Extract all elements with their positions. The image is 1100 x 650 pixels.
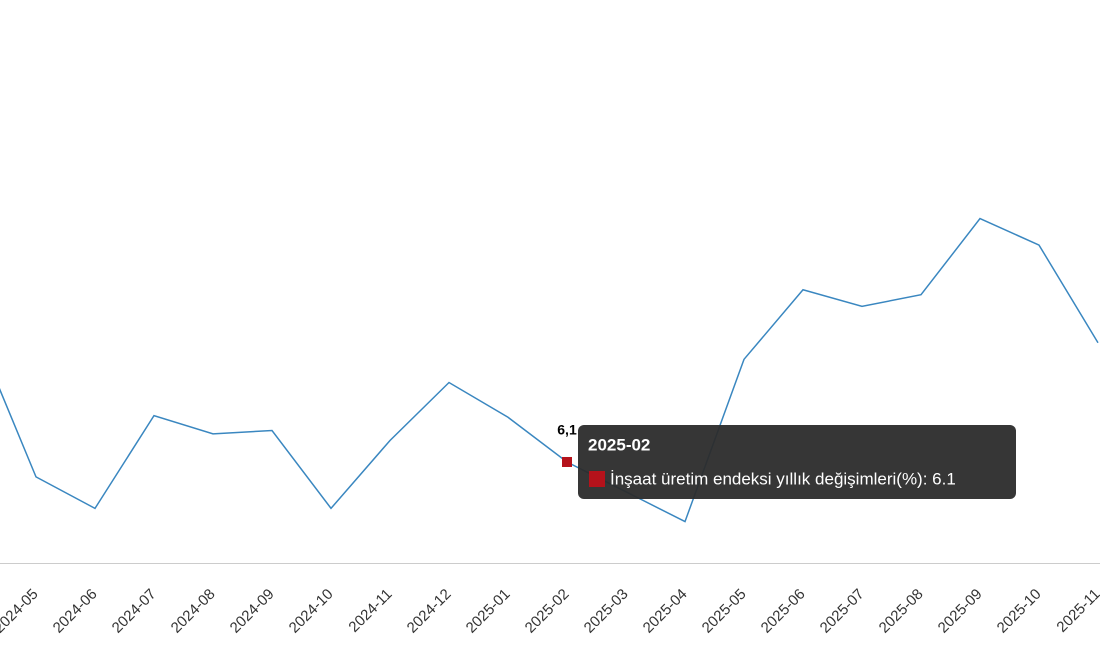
x-tick-label: 2024-08: [168, 586, 219, 637]
x-tick-label: 2025-10: [994, 586, 1045, 637]
x-tick-label: 2025-05: [699, 586, 750, 637]
data-label: 6,1: [557, 422, 577, 438]
x-tick-label: 2025-06: [758, 586, 809, 637]
x-tick-label: 2024-12: [404, 586, 455, 637]
tooltip-title: 2025-02: [588, 435, 650, 454]
x-tick-label: 2024-09: [227, 586, 278, 637]
tooltip: 2025-02 İnşaat üretim endeksi yıllık değ…: [578, 425, 1016, 499]
x-tick-label: 2025-09: [935, 586, 986, 637]
x-tick-label: 2025-04: [640, 586, 691, 637]
tooltip-marker: [589, 471, 605, 487]
x-tick-label: 2025-07: [817, 586, 868, 637]
x-tick-label: 2025-01: [463, 586, 514, 637]
x-tick-label: 2024-06: [50, 586, 101, 637]
tooltip-box: [578, 425, 1016, 499]
x-tick-label: 2024-07: [109, 586, 160, 637]
x-tick-label: 2024-05: [0, 586, 42, 637]
x-tick-label: 2024-11: [345, 586, 395, 636]
series-line: [0, 217, 1099, 523]
x-tick-label: 2025-08: [876, 586, 927, 637]
x-tick-label: 2025-03: [581, 586, 632, 637]
x-tick-label: 2024-10: [286, 586, 337, 637]
tooltip-text: İnşaat üretim endeksi yıllık değişimleri…: [610, 469, 956, 488]
x-tick-label: 2025-02: [522, 586, 573, 637]
hover-marker: [562, 456, 572, 467]
x-tick-label: 2025-11: [1053, 586, 1100, 636]
